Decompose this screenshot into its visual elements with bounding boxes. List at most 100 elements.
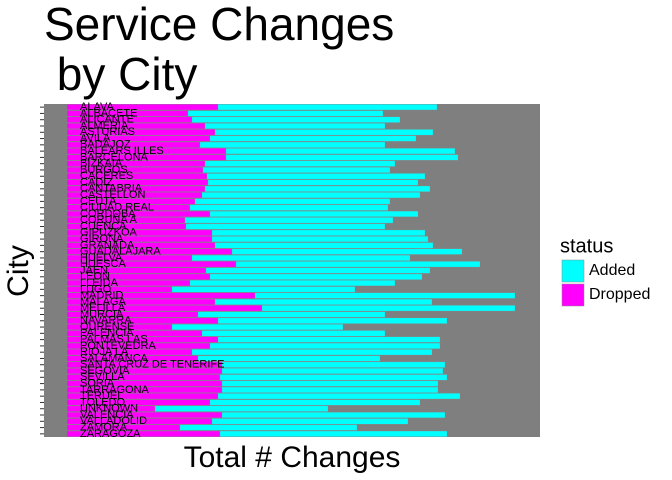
y-tick-label: MURCIA	[80, 308, 124, 320]
legend-title: status	[560, 235, 613, 257]
bar-segment	[171, 324, 344, 331]
bar-segment	[209, 135, 417, 142]
y-tick-label: OURENSE	[80, 321, 134, 333]
y-tick-label: PONTEVEDRA	[80, 340, 156, 352]
y-tick-label: AVILA	[80, 132, 111, 144]
bar-segment	[207, 179, 419, 186]
y-tick-label: MELILLA	[80, 302, 126, 314]
bar-segment	[204, 123, 386, 129]
bar-segment	[217, 336, 441, 343]
y-tick-label: RIOJA LA	[80, 346, 129, 358]
y-tick-label: ALICANTE	[80, 114, 134, 126]
chart-title: Service Changes by City	[44, 0, 394, 100]
legend-label: Dropped	[589, 286, 650, 303]
y-tick-label: MADRID	[80, 290, 123, 302]
bar-segment	[225, 148, 456, 155]
bar-segment	[211, 229, 426, 236]
y-tick-label: SORIA	[80, 378, 115, 390]
bar-segment	[254, 292, 516, 299]
y-tick-label: GRANADA	[80, 239, 135, 251]
y-tick-label: TERUEL	[80, 390, 123, 402]
y-tick-label: BIZKAIA	[80, 158, 123, 170]
y-tick-label: LEON	[80, 271, 110, 283]
bar-segment	[221, 412, 446, 418]
y-axis-label: City	[2, 245, 35, 297]
y-tick-label: SEVILLA	[80, 371, 125, 383]
bar-segment	[211, 418, 409, 425]
bar-segment	[221, 361, 446, 368]
y-tick-label: CACERES	[80, 170, 133, 182]
legend-key	[561, 283, 585, 307]
y-tick-label: CORUÑA A	[80, 213, 138, 226]
bar-segment	[204, 160, 396, 167]
bar-segment	[221, 380, 439, 387]
y-tick-label: BADAJOZ	[80, 139, 131, 151]
bar-segment	[205, 267, 431, 274]
y-tick-label: TARRAGONA	[80, 384, 150, 396]
y-tick-label: CIUDAD REAL	[80, 202, 154, 214]
bar-segment	[185, 223, 386, 230]
y-tick-label: LUGO	[80, 283, 112, 295]
bar-segment	[199, 141, 386, 148]
y-tick-label: PALENCIA	[80, 327, 134, 339]
bar-segment	[235, 261, 481, 268]
y-tick-label: CEUTA	[80, 195, 117, 207]
bar-segment	[217, 393, 461, 400]
bar-segment	[225, 154, 459, 161]
y-tick-label: ALAVA	[80, 101, 114, 113]
y-tick-label: CUENCA	[80, 220, 127, 232]
y-tick-label: VALLADOLID	[80, 415, 147, 427]
y-tick-label: LLEIDA	[80, 277, 119, 289]
bar-segment	[197, 311, 386, 318]
y-tick-label: BURGOS	[80, 164, 128, 176]
bar-segment	[194, 198, 391, 205]
y-tick-label: GUADALAJARA	[80, 246, 161, 258]
bar-segment	[191, 349, 433, 356]
y-tick-label: MALAGA	[80, 296, 127, 308]
bar-segment	[204, 185, 431, 192]
legend-label: Added	[589, 262, 635, 279]
legend-key	[561, 259, 585, 283]
y-tick-label: ASTURIAS	[80, 126, 135, 138]
y-tick-label: HUESCA	[80, 258, 127, 270]
y-tick-label: CADIZ	[80, 176, 113, 188]
bar-segment	[206, 173, 426, 180]
bar-segment	[209, 210, 419, 217]
bar-segment	[214, 129, 434, 136]
bar-segment	[197, 355, 381, 362]
y-tick-label: GIPUZKOA	[80, 227, 138, 239]
y-tick-label: PALMAS LAS	[80, 334, 148, 346]
bar-segment	[231, 248, 463, 255]
bar-segment	[221, 386, 439, 393]
bar-segment	[221, 368, 444, 375]
y-tick-label: CANTABRIA	[80, 183, 143, 195]
bar-segment	[209, 399, 421, 406]
y-tick-label: CORDOBA	[80, 208, 136, 220]
bar-segment	[187, 110, 384, 117]
y-tick-label: ALMERIA	[80, 120, 129, 132]
y-tick-label: BARCELONA	[80, 151, 149, 163]
bar-segment	[209, 273, 423, 280]
bar-segment	[261, 305, 516, 312]
bar-segment	[154, 405, 329, 412]
bar-segment	[217, 104, 438, 111]
y-tick-label: SANTA CRUZ DE TENERIFE	[80, 359, 224, 371]
y-tick-label: SEGOVIA	[80, 365, 130, 377]
x-axis-label: Total # Changes	[184, 441, 401, 474]
bar-segment	[179, 424, 358, 431]
y-tick-label: ALBACETE	[80, 107, 137, 119]
bar-segment	[217, 317, 448, 324]
bar-segment	[211, 236, 429, 243]
bar-segment	[171, 286, 356, 293]
bar-segment	[184, 217, 394, 224]
bar-segment	[201, 192, 421, 199]
bar-segment	[209, 342, 441, 349]
y-tick-label: ZAMORA	[80, 421, 128, 433]
bar-segment	[201, 330, 386, 337]
bar-segment	[202, 166, 391, 173]
y-tick-label: GIRONA	[80, 233, 124, 245]
bar-segment	[189, 280, 396, 287]
y-tick-label: HUELVA	[80, 252, 123, 264]
bar-segment	[219, 374, 448, 381]
